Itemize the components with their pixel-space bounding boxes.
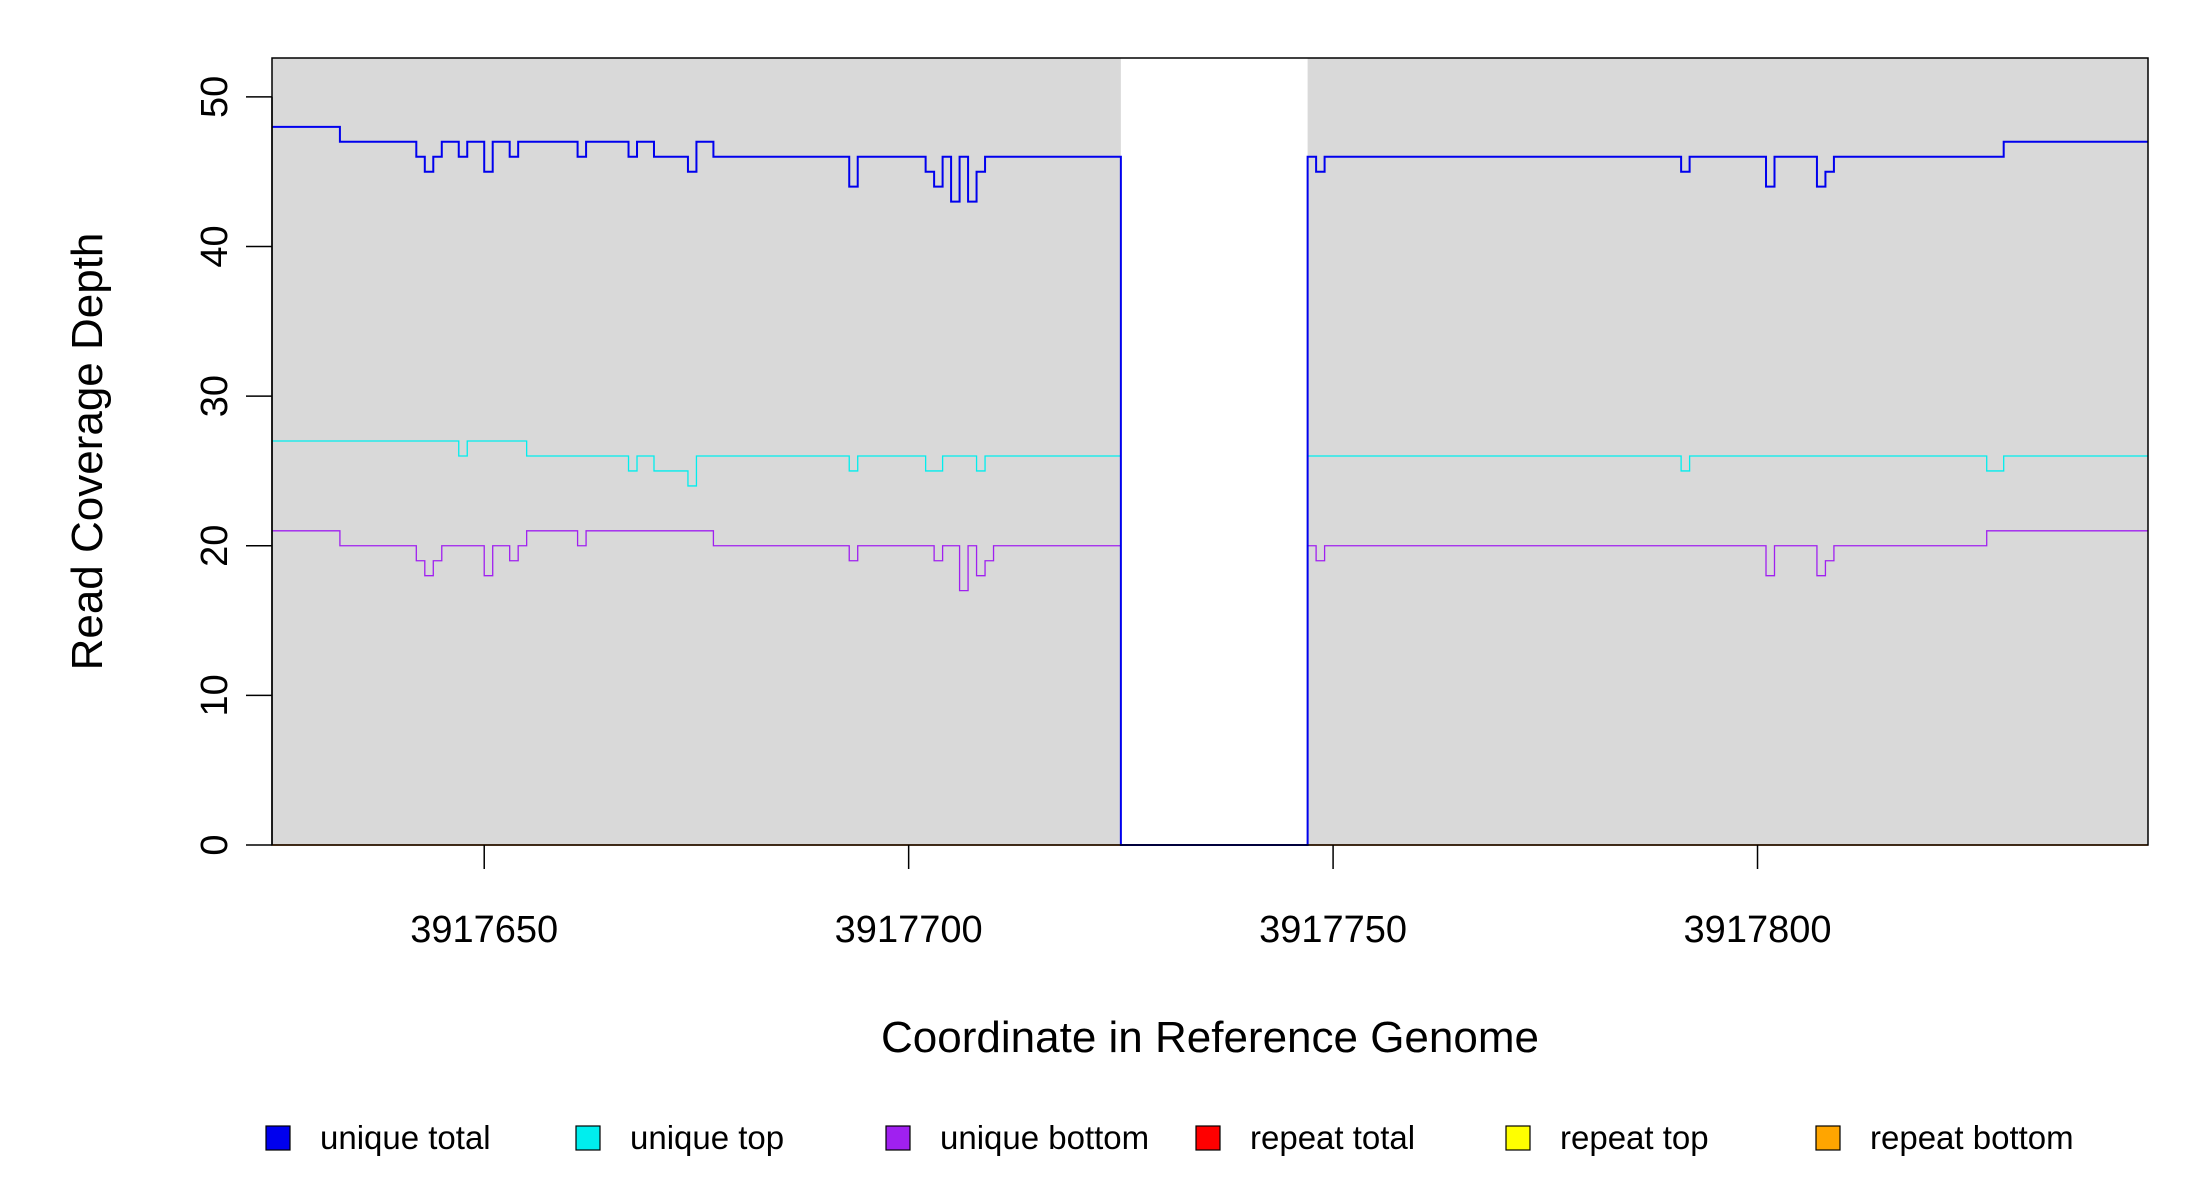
legend-item-unique-total: unique total [265,1119,491,1156]
shaded-region-1 [272,58,1121,845]
y-tick-label: 0 [194,834,236,855]
x-tick-label: 3917750 [1259,909,1407,951]
x-axis-title: Coordinate in Reference Genome [881,1013,1539,1062]
x-tick-label: 3917650 [410,909,558,951]
legend-label: repeat total [1250,1119,1415,1156]
legend-item-unique-top: unique top [575,1119,784,1156]
legend-label: repeat bottom [1870,1119,2074,1156]
series-line-unique-bottom [272,530,2148,846]
shaded-region-2 [1307,58,2148,845]
legend-item-unique-bottom: unique bottom [885,1119,1149,1156]
legend-swatch [1195,1125,1221,1151]
legend-label: unique total [320,1119,491,1156]
legend-label: repeat top [1560,1119,1709,1156]
legend-swatch [575,1125,601,1151]
y-tick-label: 50 [194,76,236,118]
x-tick-label: 3917800 [1684,909,1832,951]
legend-swatch [1505,1125,1531,1151]
coverage-shading [272,58,2148,845]
legend-label: unique top [630,1119,784,1156]
y-axis: 0 10 20 30 40 50 [194,76,273,856]
y-axis-title: Read Coverage Depth [63,233,112,671]
legend-swatch [1815,1125,1841,1151]
legend-item-repeat-total: repeat total [1195,1119,1415,1156]
y-tick-label: 40 [194,225,236,267]
y-tick-label: 20 [194,525,236,567]
x-tick-label: 3917700 [835,909,983,951]
legend-item-repeat-bottom: repeat bottom [1815,1119,2074,1156]
y-tick-label: 10 [194,674,236,716]
legend-item-repeat-top: repeat top [1505,1119,1709,1156]
series-line-unique-top [272,440,2148,846]
series-line-unique-total [272,125,2148,846]
y-tick-label: 30 [194,375,236,417]
x-axis: 3917650 3917700 3917750 3917800 [410,845,1831,951]
legend-label: unique bottom [940,1119,1149,1156]
legend: unique total unique top unique bottom repea… [265,1119,2074,1156]
legend-swatch [265,1125,291,1151]
legend-swatch [885,1125,911,1151]
